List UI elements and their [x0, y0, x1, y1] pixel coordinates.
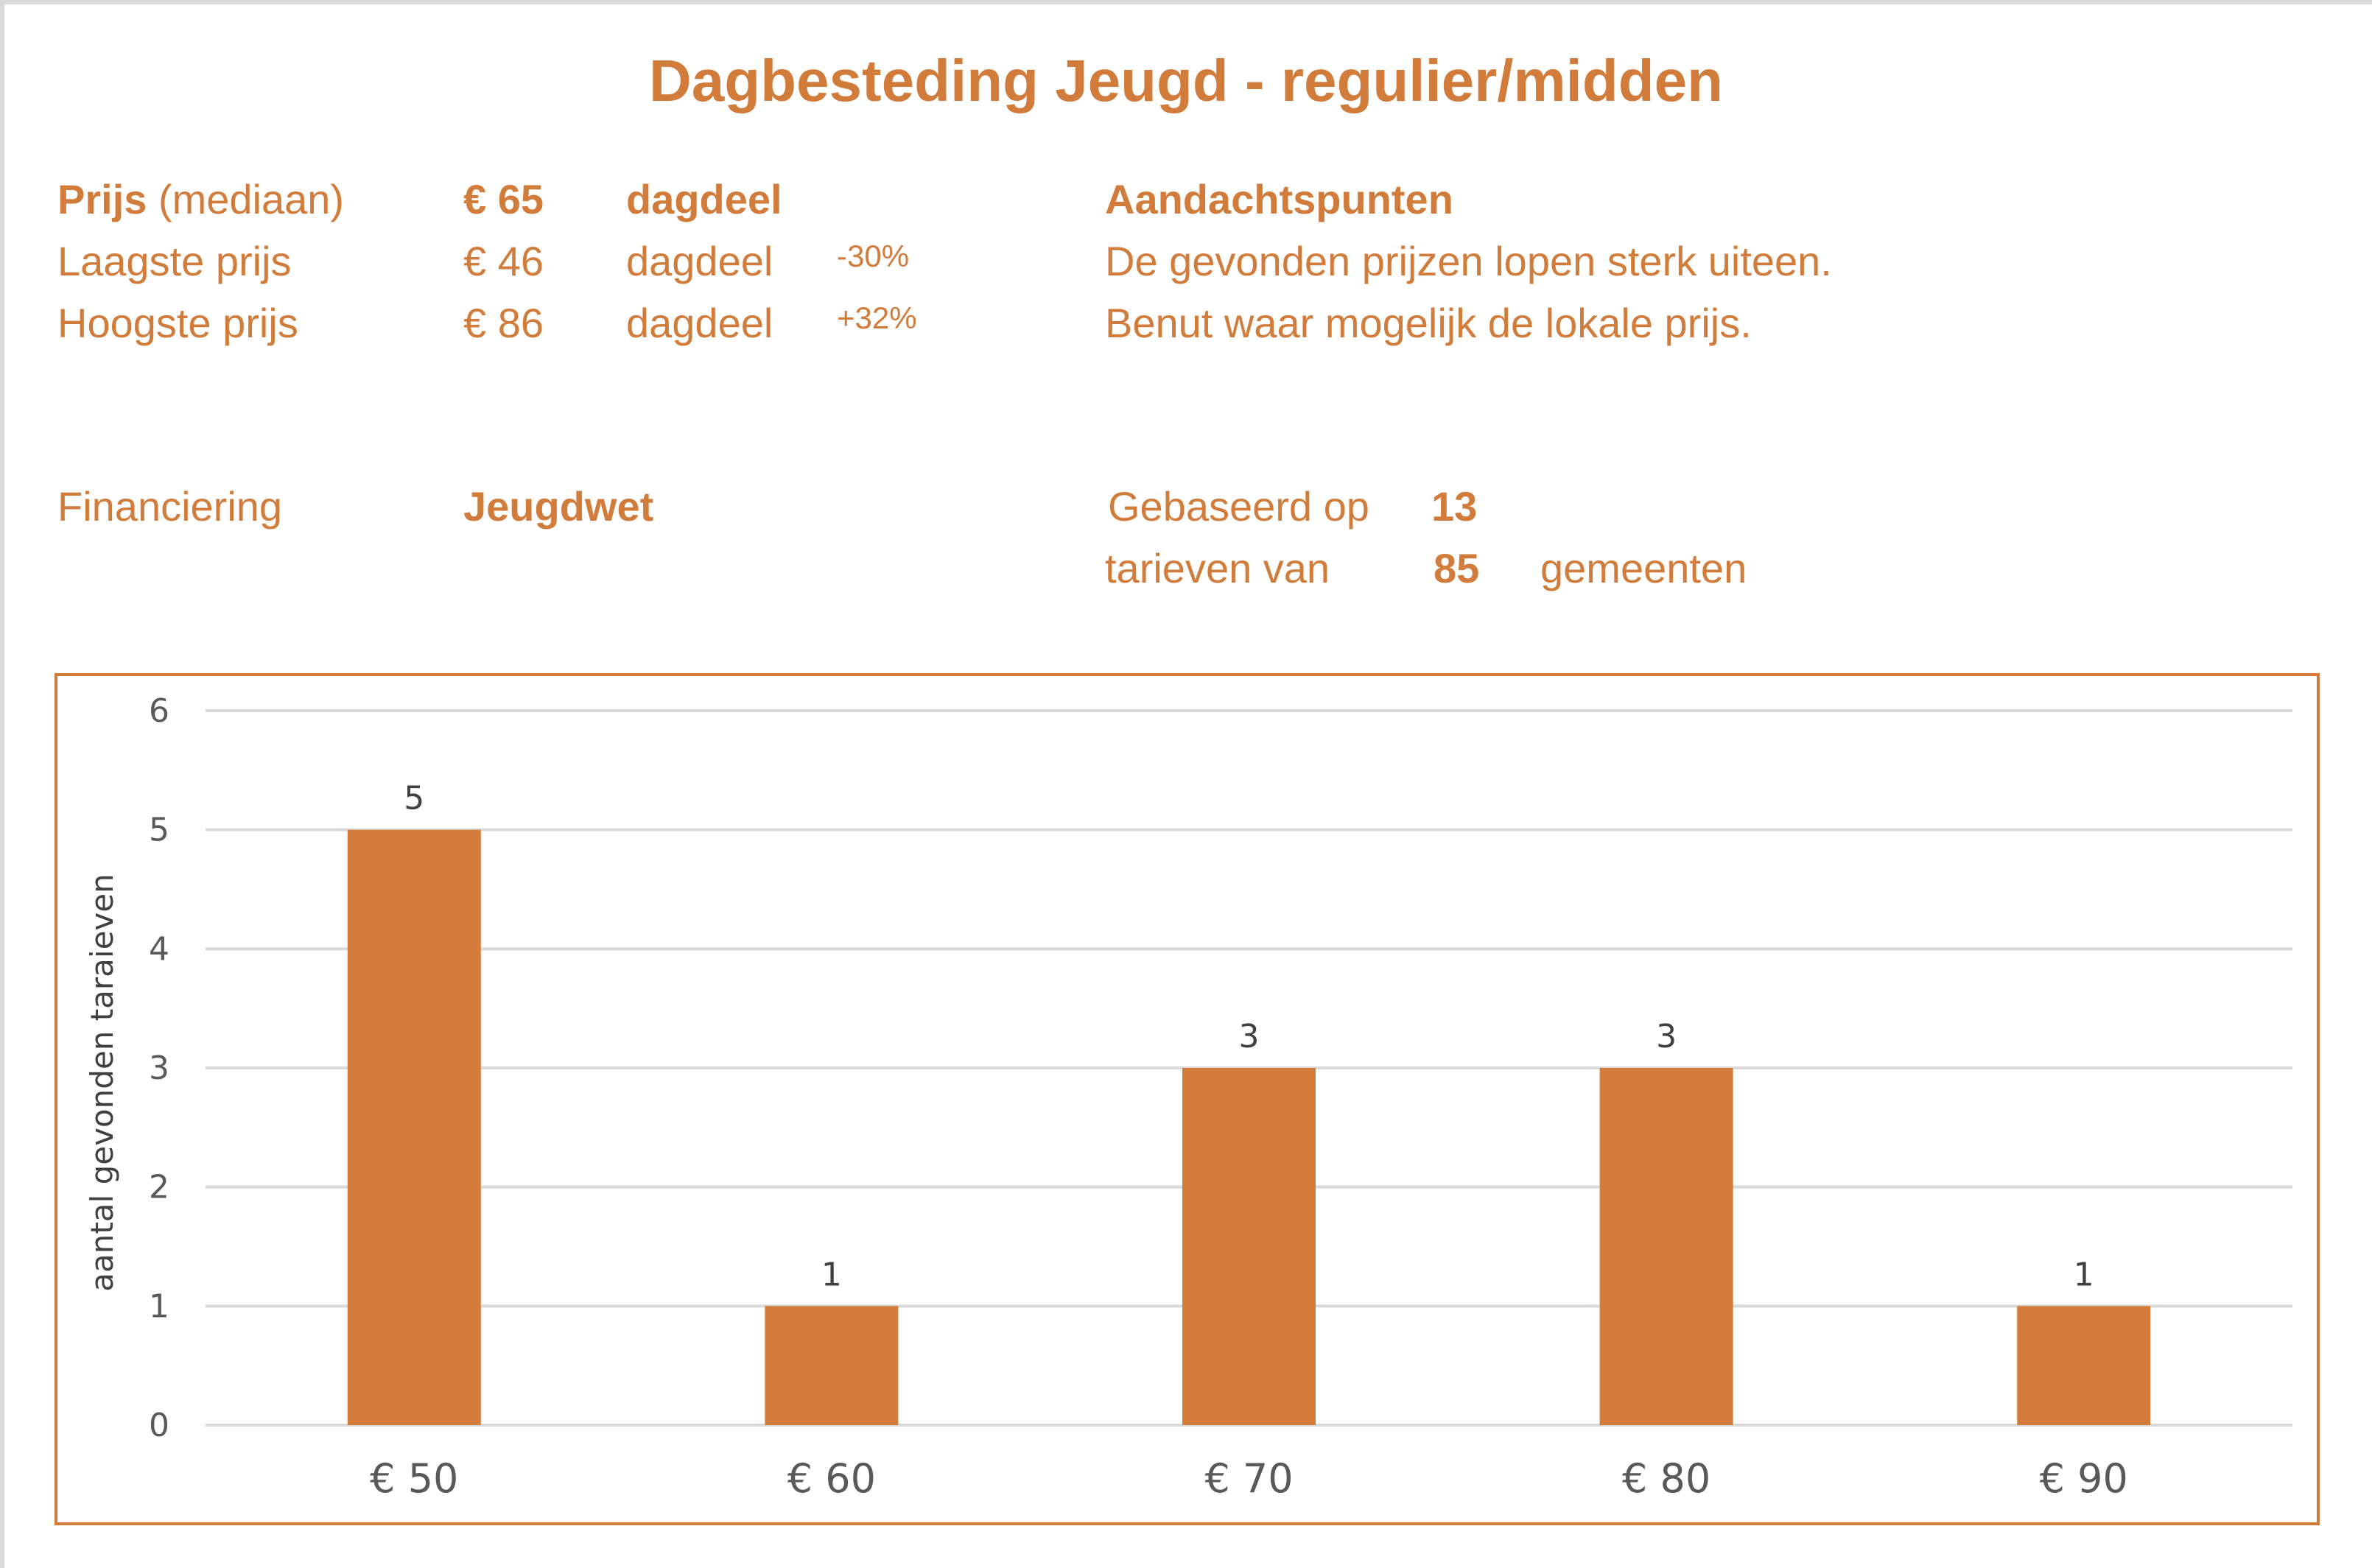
lowest-delta: -30%: [837, 239, 910, 273]
data-label: 5: [404, 780, 424, 818]
financing-value: Jeugdwet: [463, 483, 654, 530]
y-axis-label: aantal gevonden taraieven: [84, 873, 120, 1292]
bar: [1599, 1068, 1733, 1425]
lowest-label: Laagste prijs: [57, 238, 292, 284]
basis-line1-text: Gebaseerd op: [1108, 483, 1369, 530]
x-tick-label: € 50: [370, 1455, 458, 1502]
median-label-rest: (mediaan): [158, 176, 345, 222]
y-tick-label: 5: [149, 812, 169, 849]
data-label: 3: [1239, 1018, 1260, 1055]
x-tick-label: € 70: [1204, 1455, 1293, 1502]
attention-line: Benut waar mogelijk de lokale prijs.: [1105, 300, 1752, 346]
financing-label: Financiering: [57, 483, 283, 530]
highest-label: Hoogste prijs: [57, 300, 298, 346]
median-value: € 65: [463, 176, 544, 222]
basis-line2-text: tarieven van: [1105, 545, 1330, 591]
bar: [765, 1306, 899, 1425]
attention-heading: Aandachtspunten: [1105, 176, 1453, 222]
median-label-bold: Prijs: [57, 176, 147, 222]
data-label: 1: [821, 1256, 842, 1293]
basis-municipality-count: 85: [1434, 545, 1480, 591]
highest-value: € 86: [463, 300, 544, 346]
highest-delta: +32%: [837, 300, 917, 335]
x-tick-label: € 90: [2040, 1455, 2128, 1502]
bar: [347, 829, 481, 1425]
y-tick-label: 4: [149, 930, 169, 968]
basis-line2-suffix: gemeenten: [1540, 545, 1747, 591]
highest-unit: dagdeel: [626, 300, 773, 346]
y-tick-label: 3: [149, 1050, 169, 1087]
y-tick-label: 6: [149, 692, 169, 730]
y-tick-label: 1: [149, 1287, 169, 1325]
x-tick-label: € 60: [787, 1455, 876, 1502]
attention-line: De gevonden prijzen lopen sterk uiteen.: [1105, 238, 1832, 284]
bar: [2017, 1306, 2151, 1425]
y-tick-label: 0: [149, 1407, 169, 1444]
lowest-value: € 46: [463, 238, 544, 284]
lowest-unit: dagdeel: [626, 238, 773, 284]
data-label: 1: [2074, 1256, 2094, 1293]
chart-frame: [55, 673, 2320, 1525]
x-tick-label: € 80: [1622, 1455, 1710, 1502]
y-tick-label: 2: [149, 1169, 169, 1206]
median-unit: dagdeel: [626, 176, 782, 222]
data-label: 3: [1656, 1018, 1677, 1055]
basis-rate-count: 13: [1431, 483, 1478, 530]
bar: [1182, 1068, 1316, 1425]
page-title: Dagbesteding Jeugd - regulier/midden: [649, 48, 1723, 113]
median-label: Prijs (mediaan): [57, 179, 344, 220]
